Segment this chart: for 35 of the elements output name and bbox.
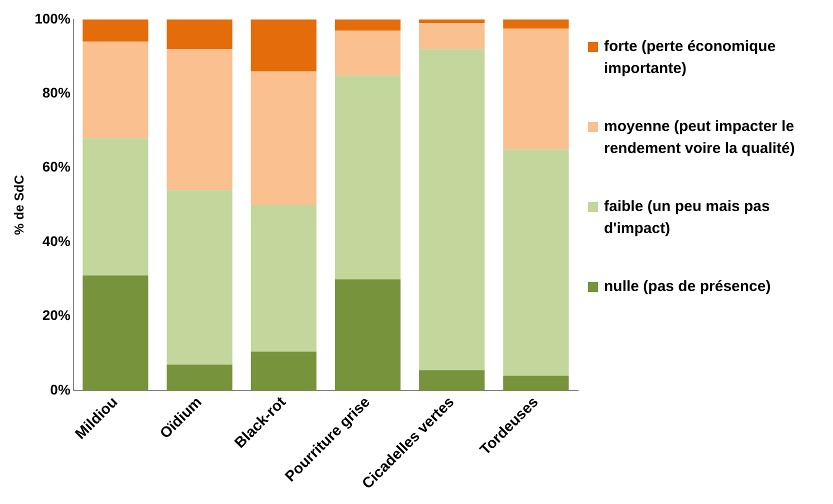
y-tick-label: 100%	[34, 10, 71, 26]
bar	[82, 19, 148, 42]
bar	[250, 71, 316, 205]
bar	[166, 364, 232, 391]
y-axis-title: % de SdC	[11, 174, 26, 235]
legend-label: nulle (pas de présence)	[604, 277, 771, 297]
bar	[334, 30, 401, 76]
y-tick-label: 80%	[42, 84, 71, 100]
y-tick-label: 0%	[50, 381, 71, 398]
bar	[503, 19, 569, 29]
bar	[334, 19, 401, 31]
bar	[419, 370, 485, 391]
bar	[419, 19, 485, 24]
bar	[82, 42, 148, 138]
bar	[419, 23, 485, 50]
legend-label: faible (un peu mais pas d'impact)	[604, 197, 771, 239]
bar	[503, 28, 569, 150]
bar	[166, 49, 232, 190]
bar	[503, 376, 569, 391]
y-tick-label: 20%	[42, 307, 71, 324]
bar	[82, 138, 148, 276]
legend-label: forte (perte économique importante)	[604, 37, 777, 79]
legend-label: moyenne (peut impacter le rendement voire la qualité)	[604, 117, 796, 159]
bar	[503, 149, 569, 376]
bar	[82, 276, 148, 391]
bar	[250, 352, 316, 391]
bar	[334, 75, 401, 280]
bar	[250, 19, 316, 72]
y-tick-label: 60%	[42, 158, 71, 175]
y-tick-label: 40%	[42, 232, 71, 249]
bar	[166, 19, 232, 50]
bar	[250, 205, 316, 352]
bar	[419, 49, 485, 370]
bar	[166, 190, 232, 365]
bar	[334, 279, 401, 391]
